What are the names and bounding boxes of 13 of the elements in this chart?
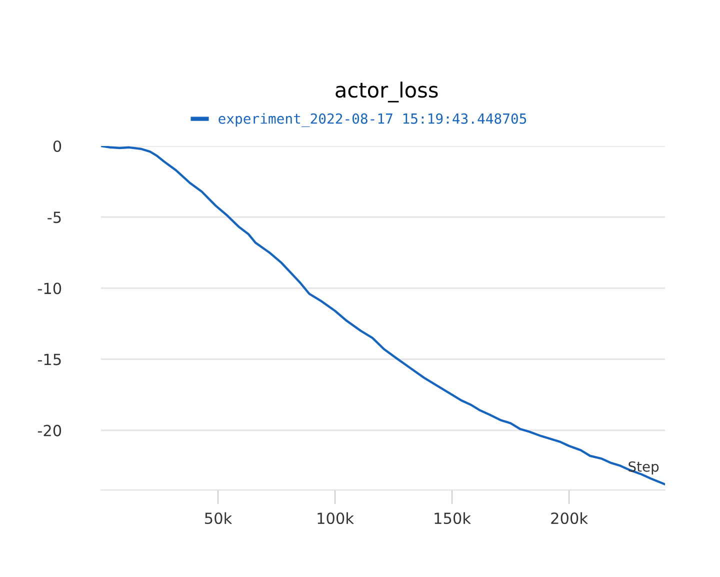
y-tick-label: -10: [38, 282, 62, 294]
y-tick-label: -15: [38, 354, 61, 366]
x-tick-label: 100k: [318, 512, 354, 524]
y-tick-label: -20: [38, 424, 62, 436]
chart-title: actor_loss: [336, 82, 438, 102]
y-tick-label: -5: [48, 212, 61, 224]
line-series: [101, 146, 665, 486]
y-tick-label: 0: [53, 140, 62, 152]
x-tick-label: 200k: [551, 512, 588, 524]
legend-label: experiment_2022-08-17 15:19:43.448705: [218, 113, 526, 127]
x-tick-label: 50k: [205, 512, 232, 524]
x-tick-label: 150k: [434, 512, 471, 524]
x-axis-title: Step: [628, 461, 659, 475]
